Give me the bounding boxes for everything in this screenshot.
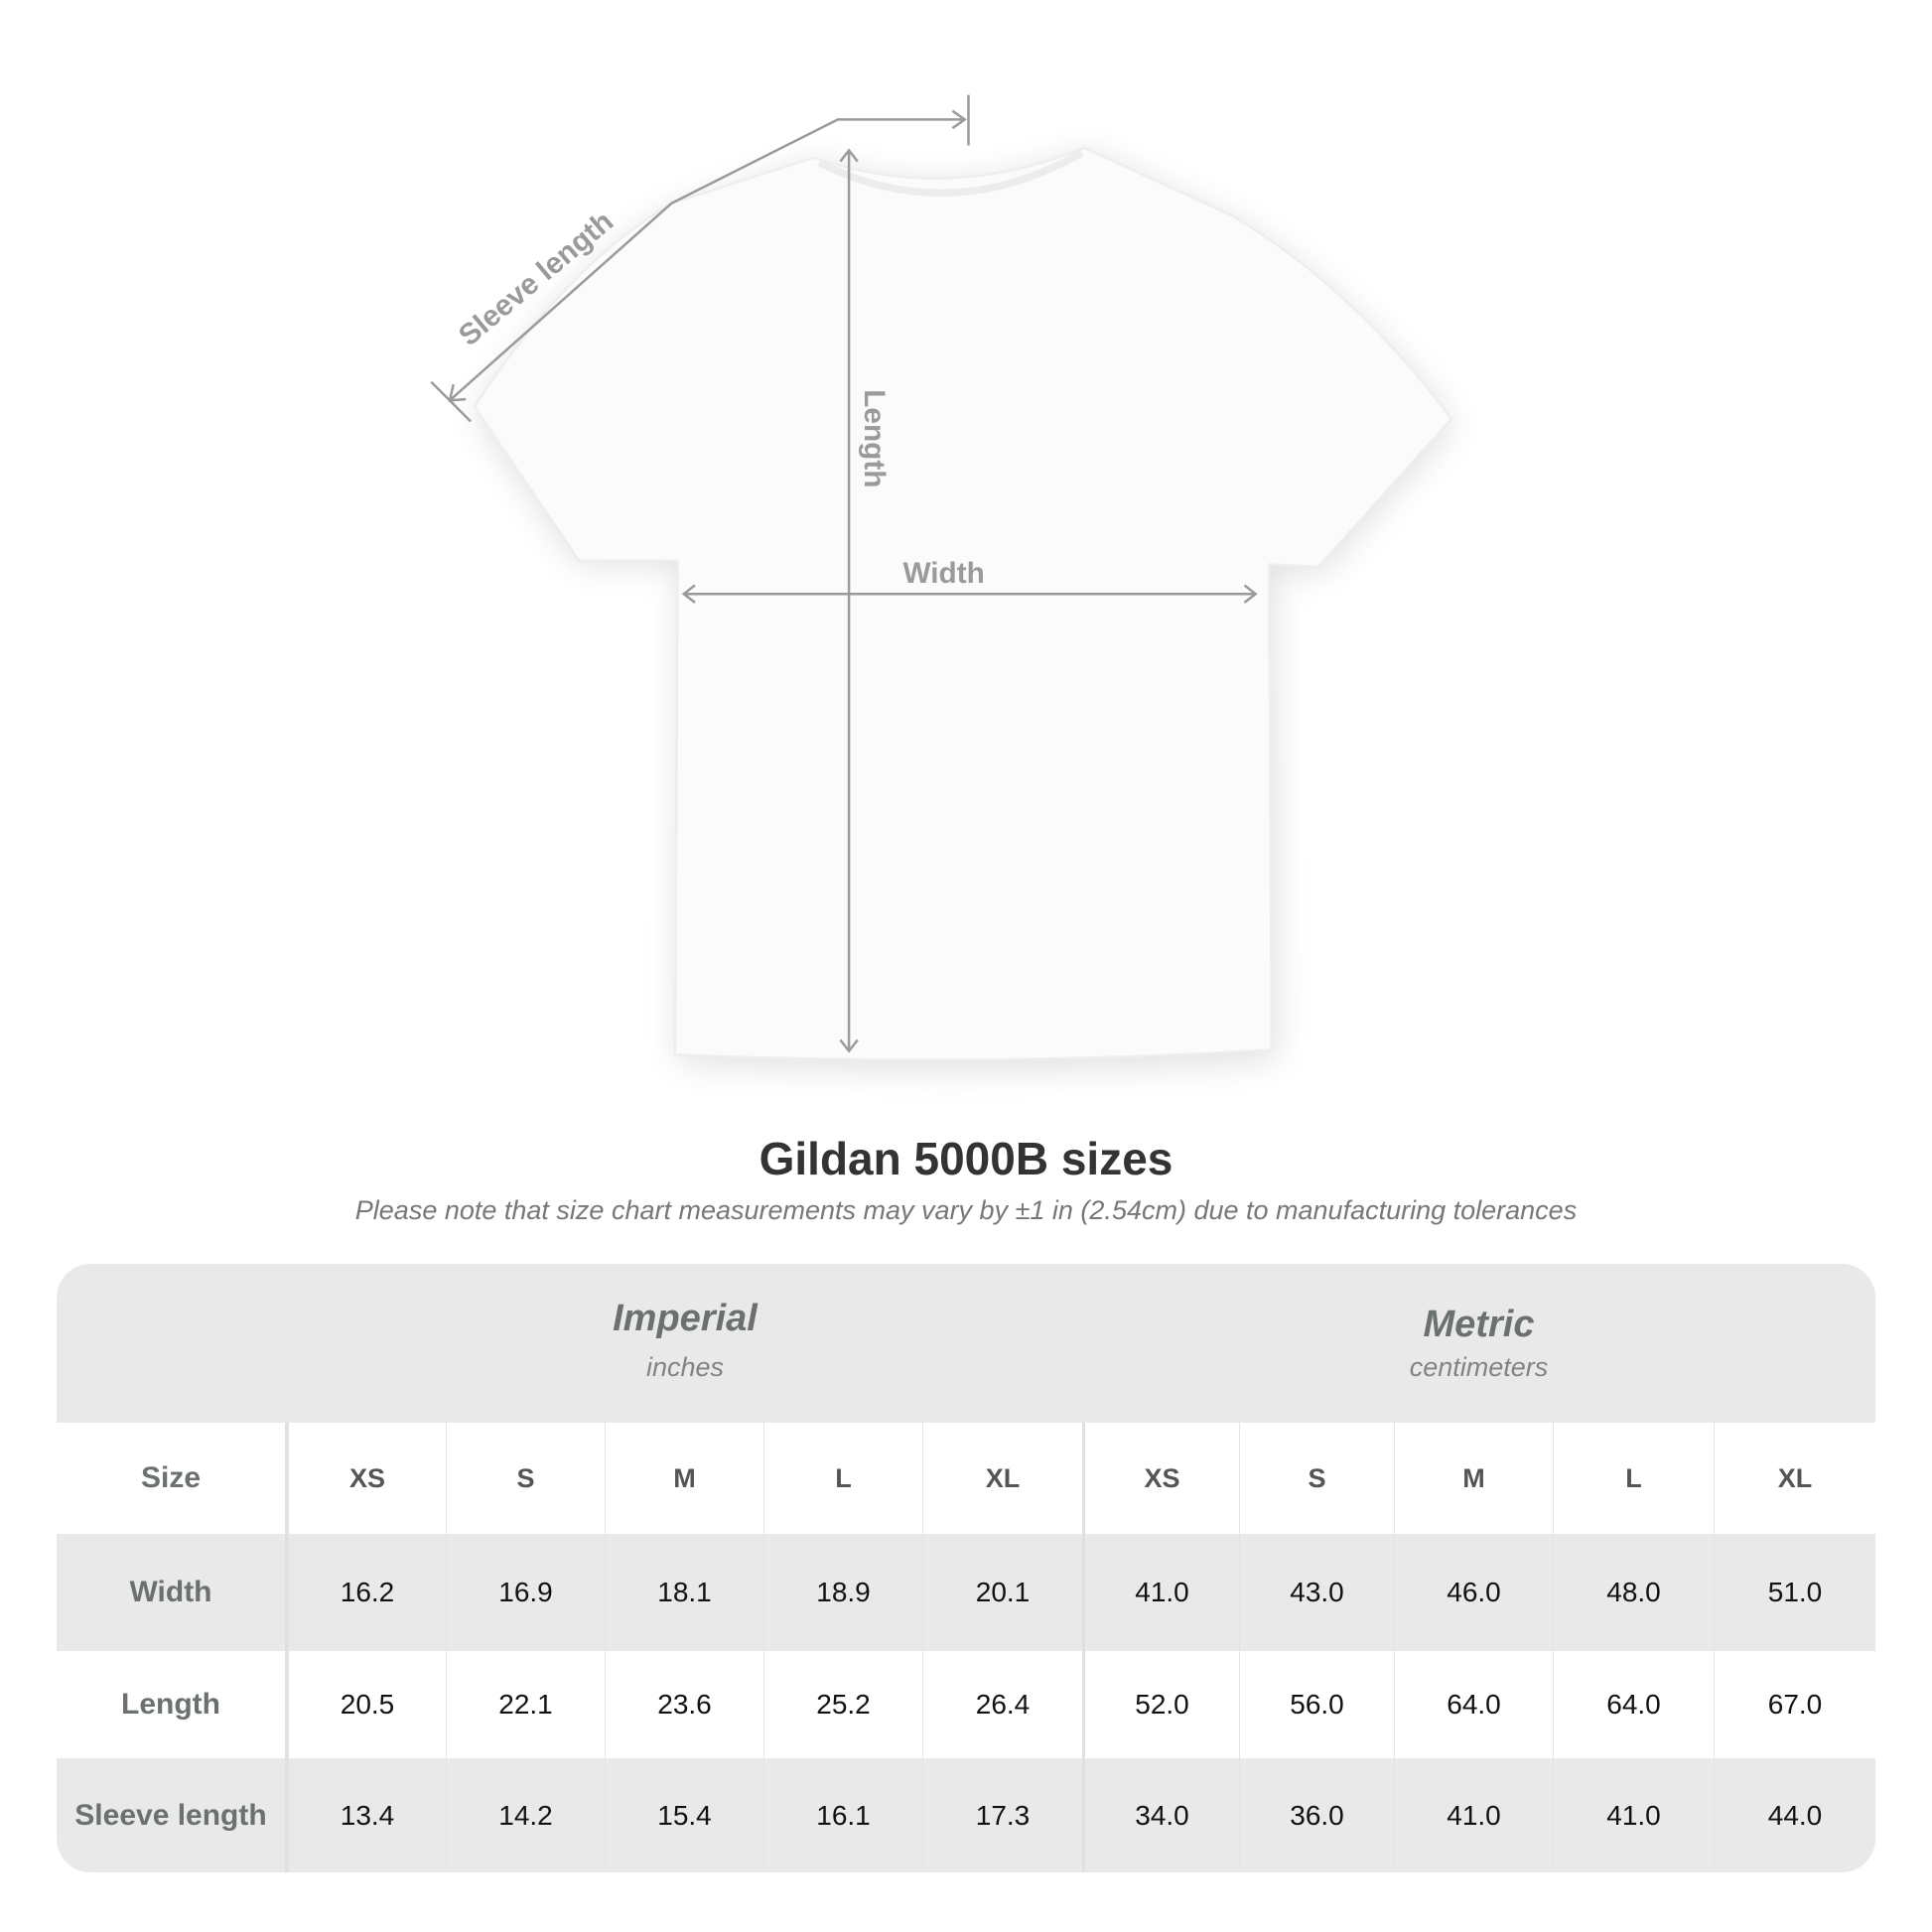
table-cell: 46.0 bbox=[1394, 1534, 1553, 1651]
size-header-cell: XS bbox=[288, 1423, 446, 1534]
table-cell: 51.0 bbox=[1714, 1534, 1875, 1651]
table-body: Size XS S M L XL XS S M L XL Width 16.2 16.9 18.1 18.9 2… bbox=[57, 1423, 1875, 1872]
length-label: Length bbox=[858, 389, 891, 487]
size-header-cell: XS bbox=[1082, 1423, 1239, 1534]
size-header-cell: L bbox=[1553, 1423, 1714, 1534]
size-header-cell: M bbox=[1394, 1423, 1553, 1534]
row-label: Sleeve length bbox=[57, 1758, 288, 1872]
metric-header: Metric centimeters bbox=[1082, 1304, 1875, 1383]
table-cell: 16.2 bbox=[288, 1534, 446, 1651]
table-cell: 20.5 bbox=[288, 1651, 446, 1758]
size-header-cell: L bbox=[763, 1423, 922, 1534]
table-cell: 16.9 bbox=[446, 1534, 605, 1651]
table-cell: 36.0 bbox=[1239, 1758, 1394, 1872]
size-header-cell: S bbox=[446, 1423, 605, 1534]
size-table: Imperial inches Metric centimeters Size X… bbox=[57, 1264, 1875, 1872]
table-cell: 23.6 bbox=[605, 1651, 763, 1758]
tolerance-note: Please note that size chart measurements… bbox=[354, 1195, 1578, 1225]
table-cell: 41.0 bbox=[1553, 1758, 1714, 1872]
row-label: Length bbox=[57, 1651, 288, 1758]
table-cell: 20.1 bbox=[922, 1534, 1082, 1651]
table-cell: 52.0 bbox=[1082, 1651, 1239, 1758]
size-row-label: Size bbox=[57, 1423, 288, 1534]
size-header-cell: XL bbox=[1714, 1423, 1875, 1534]
table-cell: 16.1 bbox=[763, 1758, 922, 1872]
table-cell: 34.0 bbox=[1082, 1758, 1239, 1872]
size-header-cell: M bbox=[605, 1423, 763, 1534]
table-cell: 48.0 bbox=[1553, 1534, 1714, 1651]
metric-title: Metric bbox=[1423, 1304, 1535, 1345]
table-cell: 41.0 bbox=[1394, 1758, 1553, 1872]
size-header-cell: XL bbox=[922, 1423, 1082, 1534]
table-cell: 14.2 bbox=[446, 1758, 605, 1872]
table-cell: 64.0 bbox=[1553, 1651, 1714, 1758]
table-cell: 67.0 bbox=[1714, 1651, 1875, 1758]
width-label: Width bbox=[902, 557, 984, 590]
table-cell: 56.0 bbox=[1239, 1651, 1394, 1758]
table-cell: 64.0 bbox=[1394, 1651, 1553, 1758]
table-cell: 15.4 bbox=[605, 1758, 763, 1872]
table-cell: 26.4 bbox=[922, 1651, 1082, 1758]
imperial-unit: inches bbox=[645, 1352, 725, 1382]
table-cell: 17.3 bbox=[922, 1758, 1082, 1872]
page-title: Gildan 5000B sizes bbox=[759, 1133, 1173, 1184]
table-cell: 13.4 bbox=[288, 1758, 446, 1872]
table-cell: 22.1 bbox=[446, 1651, 605, 1758]
tshirt bbox=[473, 146, 1453, 1061]
table-cell: 18.9 bbox=[763, 1534, 922, 1651]
row-label: Width bbox=[57, 1534, 288, 1651]
table-cell: 18.1 bbox=[605, 1534, 763, 1651]
table-cell: 41.0 bbox=[1082, 1534, 1239, 1651]
table-cell: 25.2 bbox=[763, 1651, 922, 1758]
imperial-header: Imperial inches bbox=[288, 1298, 1082, 1383]
size-header-cell: S bbox=[1239, 1423, 1394, 1534]
sleeve-length-line bbox=[449, 118, 965, 402]
table-cell: 43.0 bbox=[1239, 1534, 1394, 1651]
imperial-title: Imperial bbox=[613, 1298, 758, 1339]
table-cell: 44.0 bbox=[1714, 1758, 1875, 1872]
tshirt-collar bbox=[817, 149, 1084, 198]
dimension-lines bbox=[430, 94, 1258, 1053]
metric-unit: centimeters bbox=[1409, 1352, 1549, 1382]
table-header: Imperial inches Metric centimeters bbox=[57, 1264, 1875, 1423]
